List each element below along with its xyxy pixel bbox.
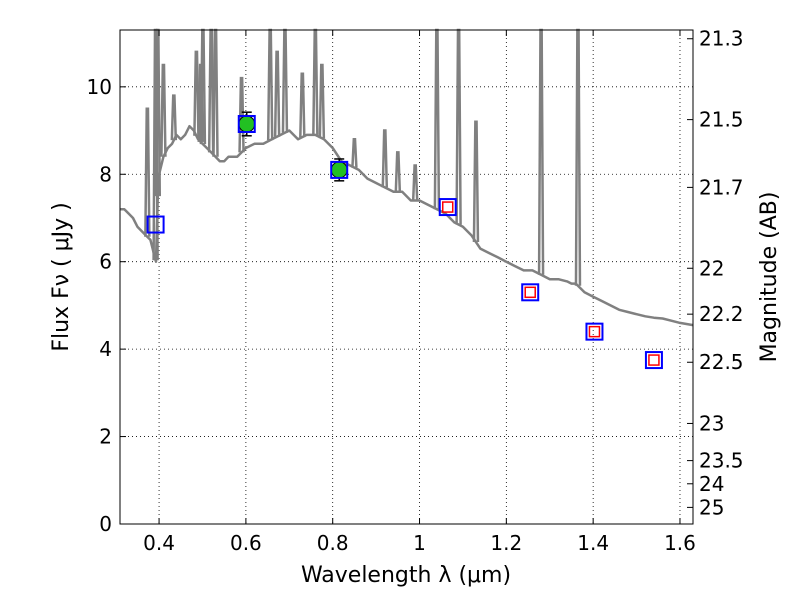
y-axis-label: Flux Fν ( μJy ) xyxy=(49,202,74,351)
y2-tick-label: 21.3 xyxy=(699,27,744,51)
emission-line-spike xyxy=(411,164,419,201)
plot-area xyxy=(120,30,693,524)
photometry-square-marker xyxy=(237,114,256,133)
x-axis: 0.4 0.6 0.8 1 1.2 1.4 1.6 xyxy=(143,30,696,555)
y2-tick-label: 22.2 xyxy=(699,302,744,326)
upper-limit-marker xyxy=(648,354,660,366)
observed-flux-point xyxy=(238,115,256,133)
y2-tick-label: 22.5 xyxy=(699,350,744,374)
x-tick-label: 0.6 xyxy=(230,531,262,555)
y-axis: 0 2 4 6 8 10 xyxy=(87,75,126,536)
emission-line-spike xyxy=(193,50,200,136)
y-tick-label: 10 xyxy=(87,75,112,99)
y2-tick-label: 21.7 xyxy=(699,175,744,199)
upper-limit-marker xyxy=(524,286,536,299)
y-tick-label: 8 xyxy=(99,162,112,186)
y2-tick-label: 23 xyxy=(699,411,724,435)
emission-line-spike xyxy=(273,50,281,137)
upper-limit-marker xyxy=(441,201,454,213)
x-axis-label: Wavelength λ (μm) xyxy=(301,563,511,588)
emission-line-spike xyxy=(144,107,151,237)
y2-tick-label: 23.5 xyxy=(699,449,744,473)
y2-tick-label: 21.5 xyxy=(699,108,744,132)
x-tick-label: 0.4 xyxy=(143,531,175,555)
photometry-square-marker xyxy=(585,322,604,341)
y2-tick-label: 25 xyxy=(699,495,724,519)
observed-flux-point xyxy=(330,161,348,179)
x-tick-label: 1.2 xyxy=(490,531,522,555)
x-tick-label: 1 xyxy=(413,531,426,555)
photometry-square-marker xyxy=(146,215,165,234)
photometry-square-marker xyxy=(330,160,349,179)
y2-tick-label: 22 xyxy=(699,256,724,280)
y-tick-label: 0 xyxy=(99,512,112,536)
emission-line-spike xyxy=(318,63,326,139)
photometry-square-marker xyxy=(644,351,663,370)
emission-line-spike xyxy=(472,120,480,243)
photometry-square-marker xyxy=(521,283,540,302)
photometry-points xyxy=(146,111,663,370)
emission-line-spike xyxy=(299,72,306,138)
y2-tick-label: 24 xyxy=(699,472,724,496)
emission-line-spike xyxy=(160,63,167,157)
x-tick-label: 0.8 xyxy=(317,531,349,555)
x-tick-label: 1.4 xyxy=(577,531,609,555)
emission-line-spike xyxy=(381,129,389,188)
photometry-square-marker xyxy=(438,198,457,217)
y-tick-label: 2 xyxy=(99,425,112,449)
upper-limit-marker xyxy=(588,325,601,338)
y2-axis-label: Magnitude (AB) xyxy=(757,192,782,363)
plot-frame xyxy=(119,29,694,525)
y-tick-label: 4 xyxy=(99,337,112,361)
emission-line-spike xyxy=(394,151,402,192)
emission-line-spike xyxy=(170,94,178,141)
y-tick-label: 6 xyxy=(99,250,112,274)
x-tick-label: 1.6 xyxy=(664,531,696,555)
emission-line-spike xyxy=(351,138,358,168)
